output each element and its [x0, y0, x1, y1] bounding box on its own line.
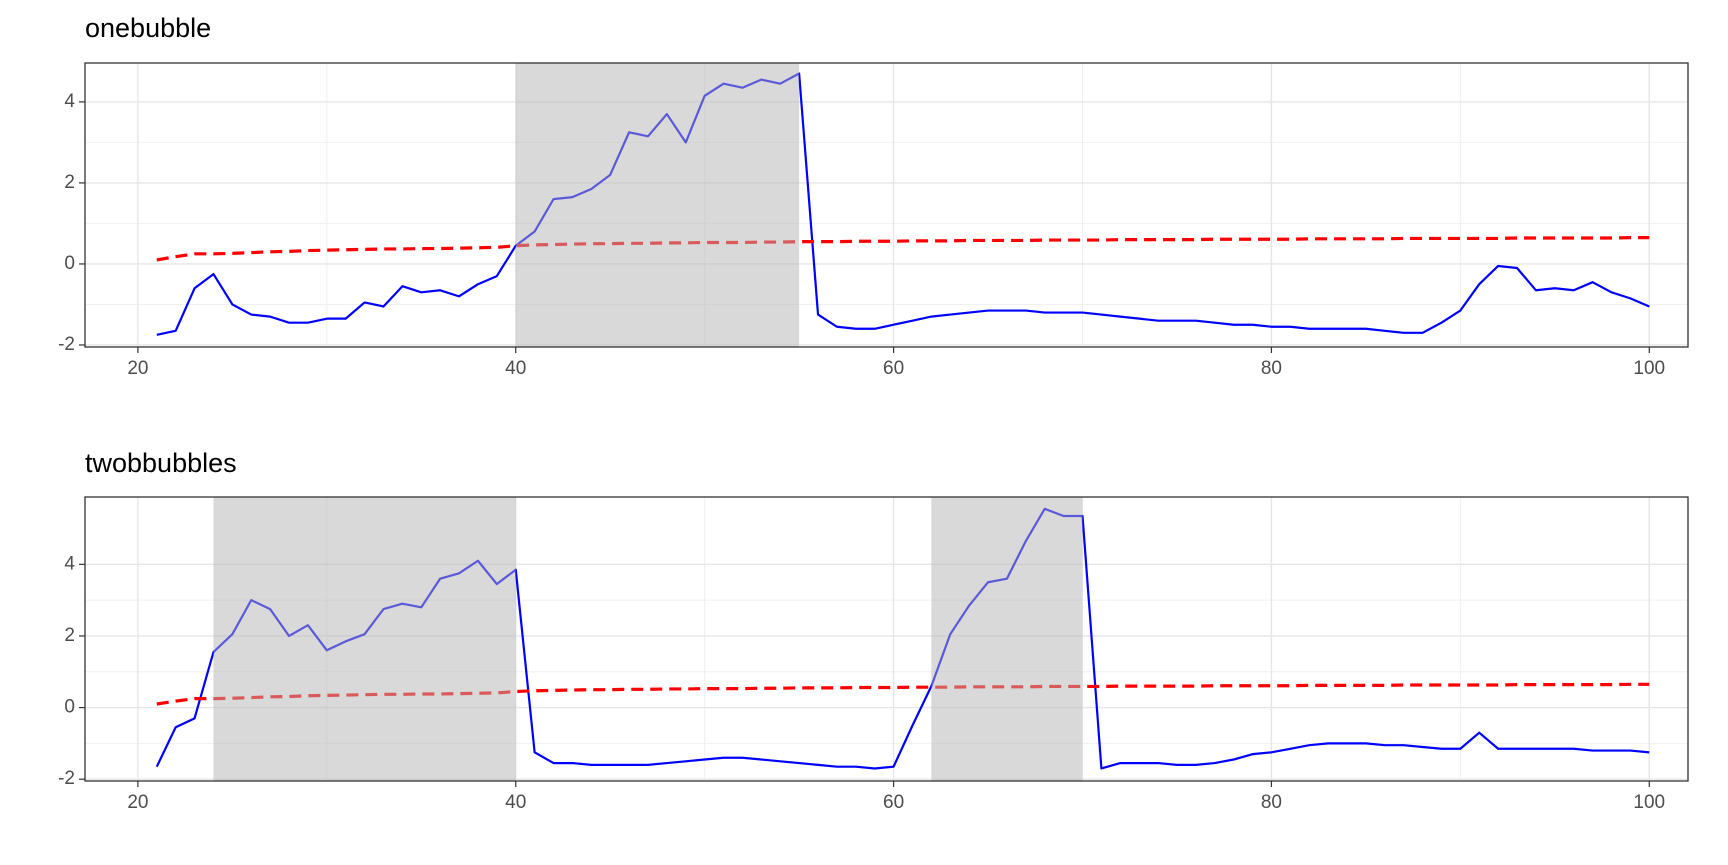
plot-border	[84, 496, 1689, 782]
data-line	[156, 72, 1650, 336]
x-tick-label: 40	[505, 358, 526, 379]
x-tick-label: 100	[1633, 358, 1665, 379]
y-tick-label: 4	[64, 91, 75, 112]
y-tick-label: 0	[64, 253, 75, 274]
x-tick-label: 40	[505, 792, 526, 813]
y-tick-label: -2	[58, 334, 75, 355]
critical-value-line	[156, 236, 1650, 262]
y-tick-label: 2	[64, 625, 75, 646]
x-tick-label: 60	[883, 792, 904, 813]
x-tick-label: 100	[1633, 792, 1665, 813]
shaded-region	[213, 497, 516, 781]
y-tick-label: 4	[64, 553, 75, 574]
x-tick-label: 80	[1261, 792, 1282, 813]
shaded-region	[515, 63, 800, 347]
y-tick-label: 2	[64, 172, 75, 193]
plot-border	[84, 62, 1689, 348]
x-tick-label: 60	[883, 358, 904, 379]
shaded-region	[931, 497, 1083, 781]
chart-title: onebubble	[85, 13, 211, 43]
x-tick-label: 80	[1261, 358, 1282, 379]
plot-background	[85, 63, 1688, 347]
y-tick-label: -2	[58, 768, 75, 789]
y-tick-label: 0	[64, 697, 75, 718]
x-tick-label: 20	[127, 358, 148, 379]
chart-title: twobbubbles	[85, 448, 237, 478]
x-tick-label: 20	[127, 792, 148, 813]
